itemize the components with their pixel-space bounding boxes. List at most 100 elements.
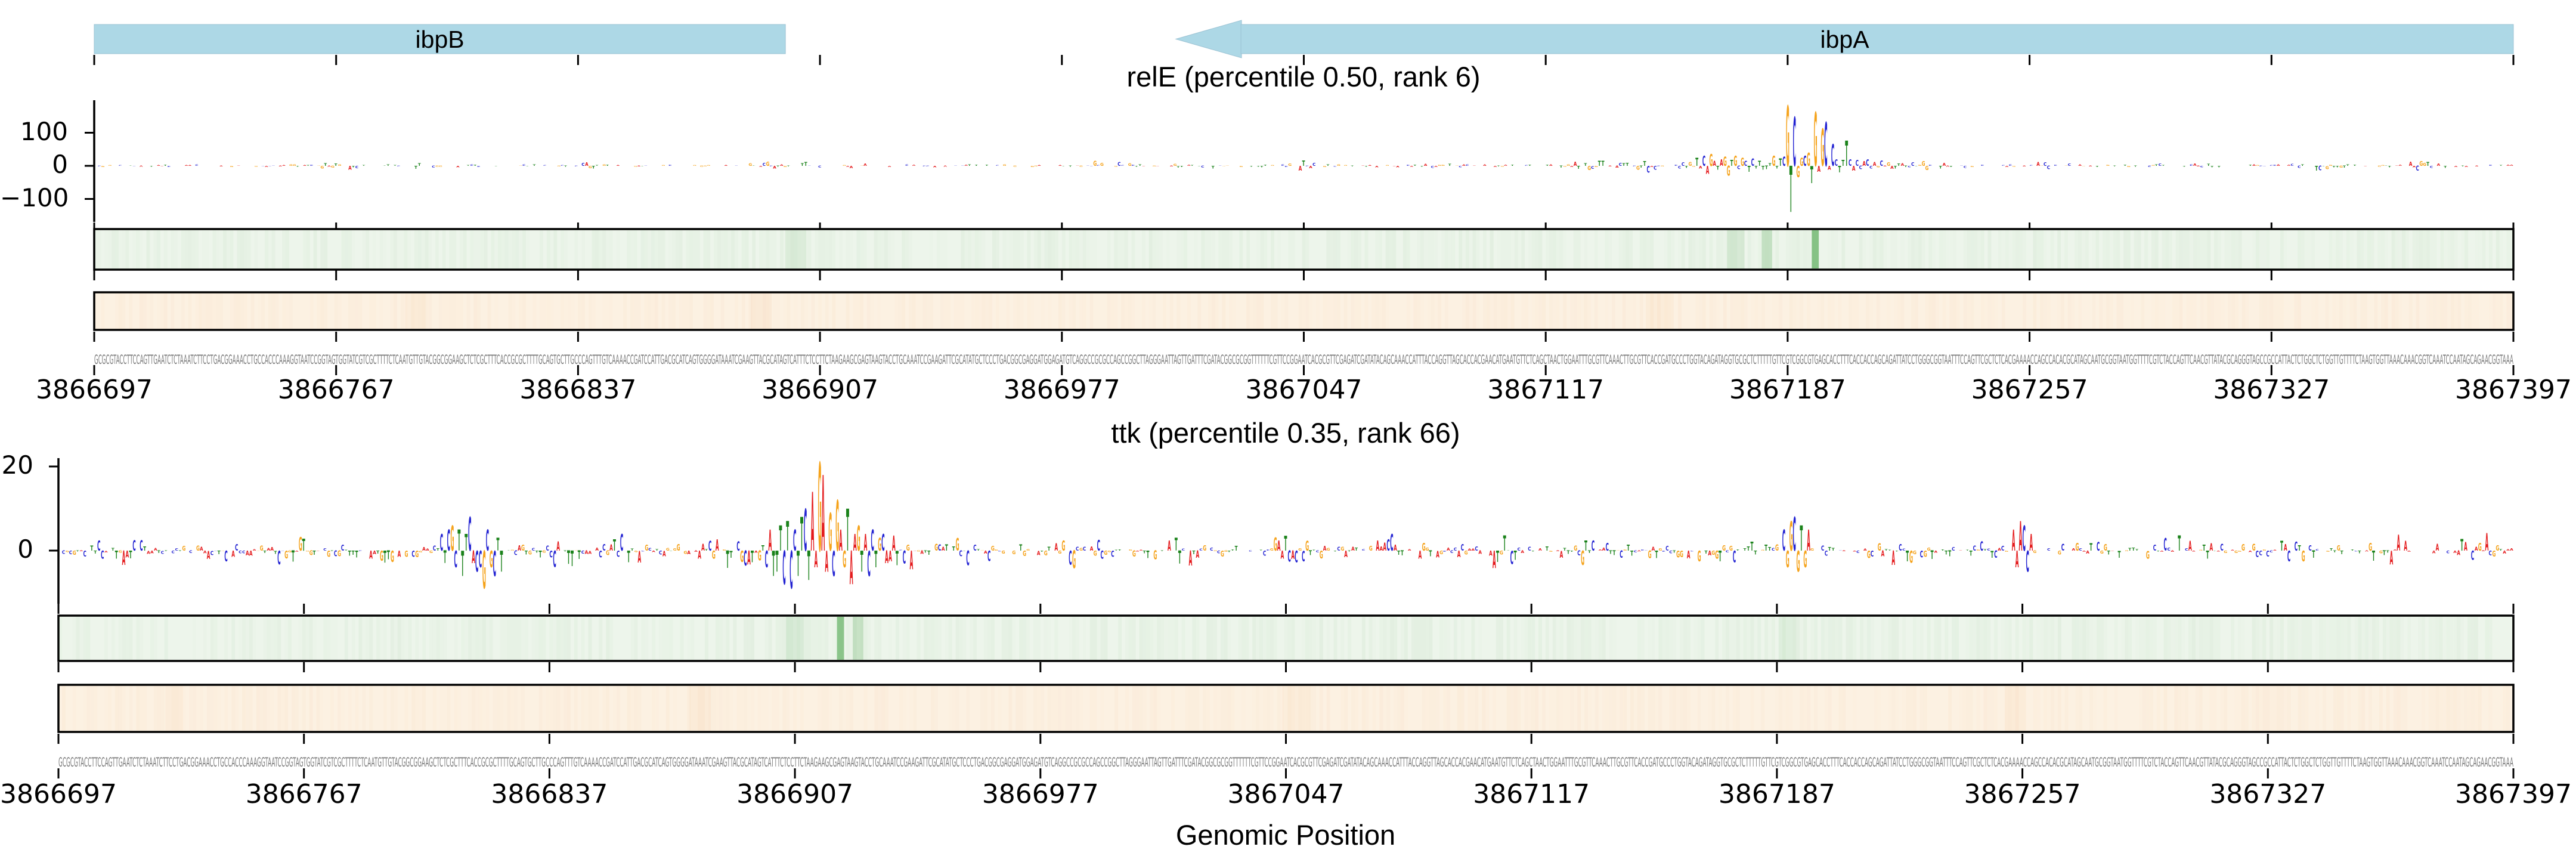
saturation-strip-orange-stripe [275, 293, 279, 329]
logo-letter: T [1828, 546, 1832, 552]
saturation-strip-orange-stripe [1305, 293, 1309, 329]
saturation-strip-green-stripe [1224, 617, 1228, 660]
saturation-strip-green-stripe [786, 617, 790, 660]
logo-letter: G [1814, 98, 1818, 184]
saturation-strip-green-stripe [1955, 617, 1959, 660]
saturation-strip-orange-stripe [2141, 293, 2144, 329]
logo-letter: T [1584, 539, 1587, 555]
logo-letter: A [246, 550, 249, 558]
logo-letter: T [1365, 166, 1368, 167]
saturation-strip-green-stripe [2422, 617, 2425, 660]
saturation-strip-green-stripe [122, 617, 126, 660]
logo-letter: C [1825, 550, 1828, 558]
logo-letter: A [2216, 551, 2221, 552]
saturation-strip-orange-stripe [1842, 686, 1846, 731]
logo-letter: A [2475, 166, 2479, 167]
saturation-strip-orange-stripe [2430, 293, 2433, 329]
logo-letter: C [1866, 157, 1869, 168]
logo-letter: G [712, 549, 716, 562]
logo-letter: A [150, 550, 154, 554]
saturation-strip-orange-stripe [2336, 686, 2340, 731]
sequence-text: GCGCGTACCTTCCAGTTGAATCTCTAAATCTTCCTGACGG… [94, 353, 2513, 367]
logo-letter: A [2437, 163, 2441, 167]
logo-letter: G [288, 551, 292, 554]
saturation-strip-green-stripe [1970, 617, 1973, 660]
saturation-strip-green-stripe [515, 230, 519, 268]
logo-letter: T [90, 545, 93, 552]
saturation-strip-green-stripe [1348, 617, 1351, 660]
logo-letter: G [1623, 549, 1627, 551]
saturation-strip-orange-stripe [1528, 686, 1531, 731]
saturation-strip-green-stripe [905, 230, 909, 268]
logo-letter: A [2086, 549, 2089, 555]
saturation-strip-green-stripe [473, 230, 477, 268]
saturation-strip-green-stripe [500, 617, 503, 660]
saturation-strip-orange-stripe [966, 686, 970, 731]
saturation-strip-orange-stripe [1820, 293, 1824, 329]
logo-letter: G [1425, 546, 1429, 552]
saturation-strip-orange-stripe [2478, 686, 2482, 731]
logo-letter: T [2203, 543, 2206, 553]
saturation-strip-green-stripe [2367, 230, 2371, 268]
logo-letter: T [274, 549, 277, 555]
logo-letter: G [1058, 549, 1061, 555]
saturation-strip-orange-stripe [1970, 293, 1974, 329]
logo-letter: G [1692, 166, 1695, 167]
saturation-strip-green-stripe [2433, 230, 2437, 268]
saturation-strip-orange-stripe [553, 686, 556, 731]
logo-letter: A [1615, 166, 1619, 168]
saturation-strip-green-stripe [1139, 617, 1143, 660]
saturation-strip-green-stripe [2419, 230, 2423, 268]
saturation-strip-green-stripe [115, 230, 119, 268]
saturation-strip-green-stripe [2036, 230, 2041, 268]
saturation-strip-green-stripe [1810, 617, 1814, 660]
logo-letter: G [1128, 163, 1132, 167]
logo-letter: C [1869, 165, 1872, 169]
saturation-strip-orange-stripe [2131, 293, 2134, 329]
logo-letter: C [514, 550, 517, 557]
logo-letter: T [1695, 156, 1698, 169]
saturation-strip-green-stripe [1194, 230, 1198, 268]
logo-letter: A [694, 551, 698, 552]
saturation-strip-green-stripe [2376, 617, 2379, 660]
saturation-strip-green-stripe [672, 230, 676, 268]
saturation-strip-orange-stripe [1606, 686, 1609, 731]
y-tick-label: 0 [17, 534, 33, 564]
logo-letter: A [1090, 545, 1094, 552]
saturation-strip-orange-stripe [1281, 293, 1285, 329]
logo-letter: G [320, 165, 324, 169]
saturation-strip-green-stripe [408, 617, 411, 660]
y-tick-label: 20 [1, 450, 33, 480]
saturation-strip-green-stripe [2311, 230, 2315, 268]
saturation-strip-orange-stripe [1150, 686, 1153, 731]
saturation-strip-orange-stripe [902, 293, 906, 329]
logo-letter: G [1741, 156, 1744, 169]
logo-letter: A [2023, 166, 2027, 167]
saturation-strip-green-stripe [689, 230, 693, 268]
logo-letter: T [436, 548, 440, 552]
saturation-strip-green-stripe [2361, 617, 2365, 660]
saturation-strip-orange-stripe [2472, 293, 2475, 329]
saturation-strip-orange-stripe [735, 293, 738, 329]
saturation-strip-green-stripe [1160, 617, 1164, 660]
logo-letter: A [1375, 166, 1379, 168]
logo-letter: C [1793, 104, 1796, 182]
saturation-strip-green-stripe [1019, 617, 1023, 660]
logo-letter: C [1577, 550, 1580, 558]
saturation-strip-orange-stripe [1911, 293, 1915, 329]
saturation-strip-orange-stripe [428, 293, 432, 329]
saturation-strip-green-stripe [759, 230, 763, 268]
logo-letter: T [1810, 162, 1813, 189]
saturation-strip-orange-stripe [828, 686, 832, 731]
saturation-strip-orange-stripe [2350, 293, 2354, 329]
logo-letter: G [684, 549, 688, 555]
logo-letter: C [2054, 165, 2057, 166]
saturation-strip-orange-stripe [916, 293, 919, 329]
saturation-strip-green-stripe [2072, 617, 2076, 660]
saturation-strip-orange-stripe [1472, 293, 1476, 329]
logo-letter: T [705, 549, 708, 552]
saturation-strip-green-stripe [1629, 230, 1633, 268]
logo-letter: A [2457, 550, 2460, 557]
saturation-strip-orange-stripe [1351, 293, 1355, 329]
saturation-strip-green-stripe [1980, 617, 1984, 660]
